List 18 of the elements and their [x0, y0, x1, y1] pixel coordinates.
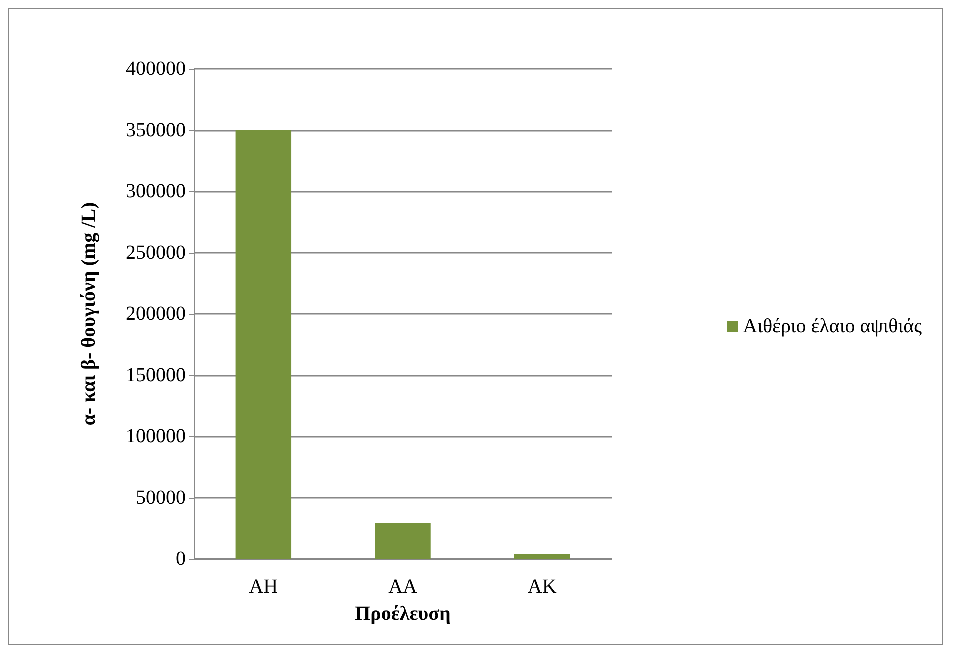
- y-tick-label: 0: [176, 548, 186, 570]
- x-tick-label: AA: [388, 576, 418, 598]
- x-tick-label: AK: [528, 576, 558, 598]
- y-tick-label: 300000: [126, 180, 186, 202]
- y-tick-label: 50000: [136, 486, 186, 509]
- bar: [375, 523, 431, 559]
- bar: [514, 554, 570, 559]
- y-tick-label: 250000: [126, 242, 186, 264]
- y-tick-label: 200000: [126, 303, 186, 325]
- legend-label: Αιθέριο έλαιο αψιθιάς: [743, 316, 922, 338]
- bar: [236, 130, 292, 559]
- x-axis-title: Προέλευση: [355, 603, 451, 625]
- y-tick-label: 150000: [126, 364, 186, 386]
- y-tick-label: 350000: [126, 119, 186, 142]
- x-tick-label: AH: [249, 576, 278, 598]
- y-tick-label: 100000: [126, 426, 186, 448]
- y-axis-title: α- και β- θουγιόνη (mg /L): [78, 202, 100, 426]
- y-tick-label: 400000: [126, 58, 186, 80]
